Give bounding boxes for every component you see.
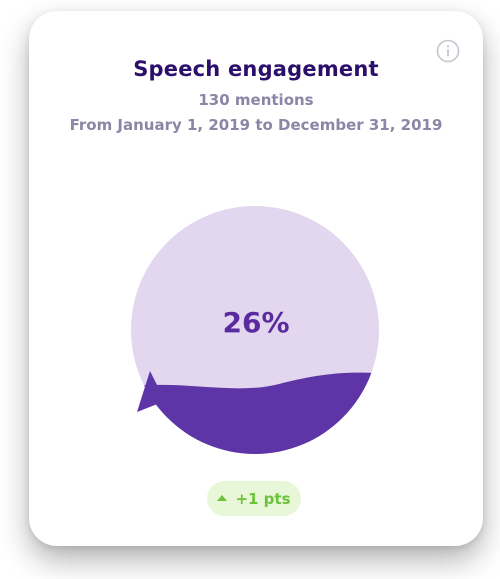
change-label: +1 pts (235, 489, 291, 508)
arrow-up-icon (217, 494, 228, 501)
engagement-percent: 26% (222, 306, 290, 339)
bubble-fill (131, 372, 379, 454)
speech-engagement-card: Speech engagement 130 mentions From Janu… (29, 11, 483, 546)
bubble-tail (137, 371, 165, 412)
change-badge: +1 pts (207, 481, 301, 516)
info-icon[interactable] (436, 39, 460, 63)
date-range: From January 1, 2019 to December 31, 201… (69, 116, 443, 134)
card-title: Speech engagement (133, 57, 379, 81)
mentions-count: 130 mentions (198, 91, 314, 109)
